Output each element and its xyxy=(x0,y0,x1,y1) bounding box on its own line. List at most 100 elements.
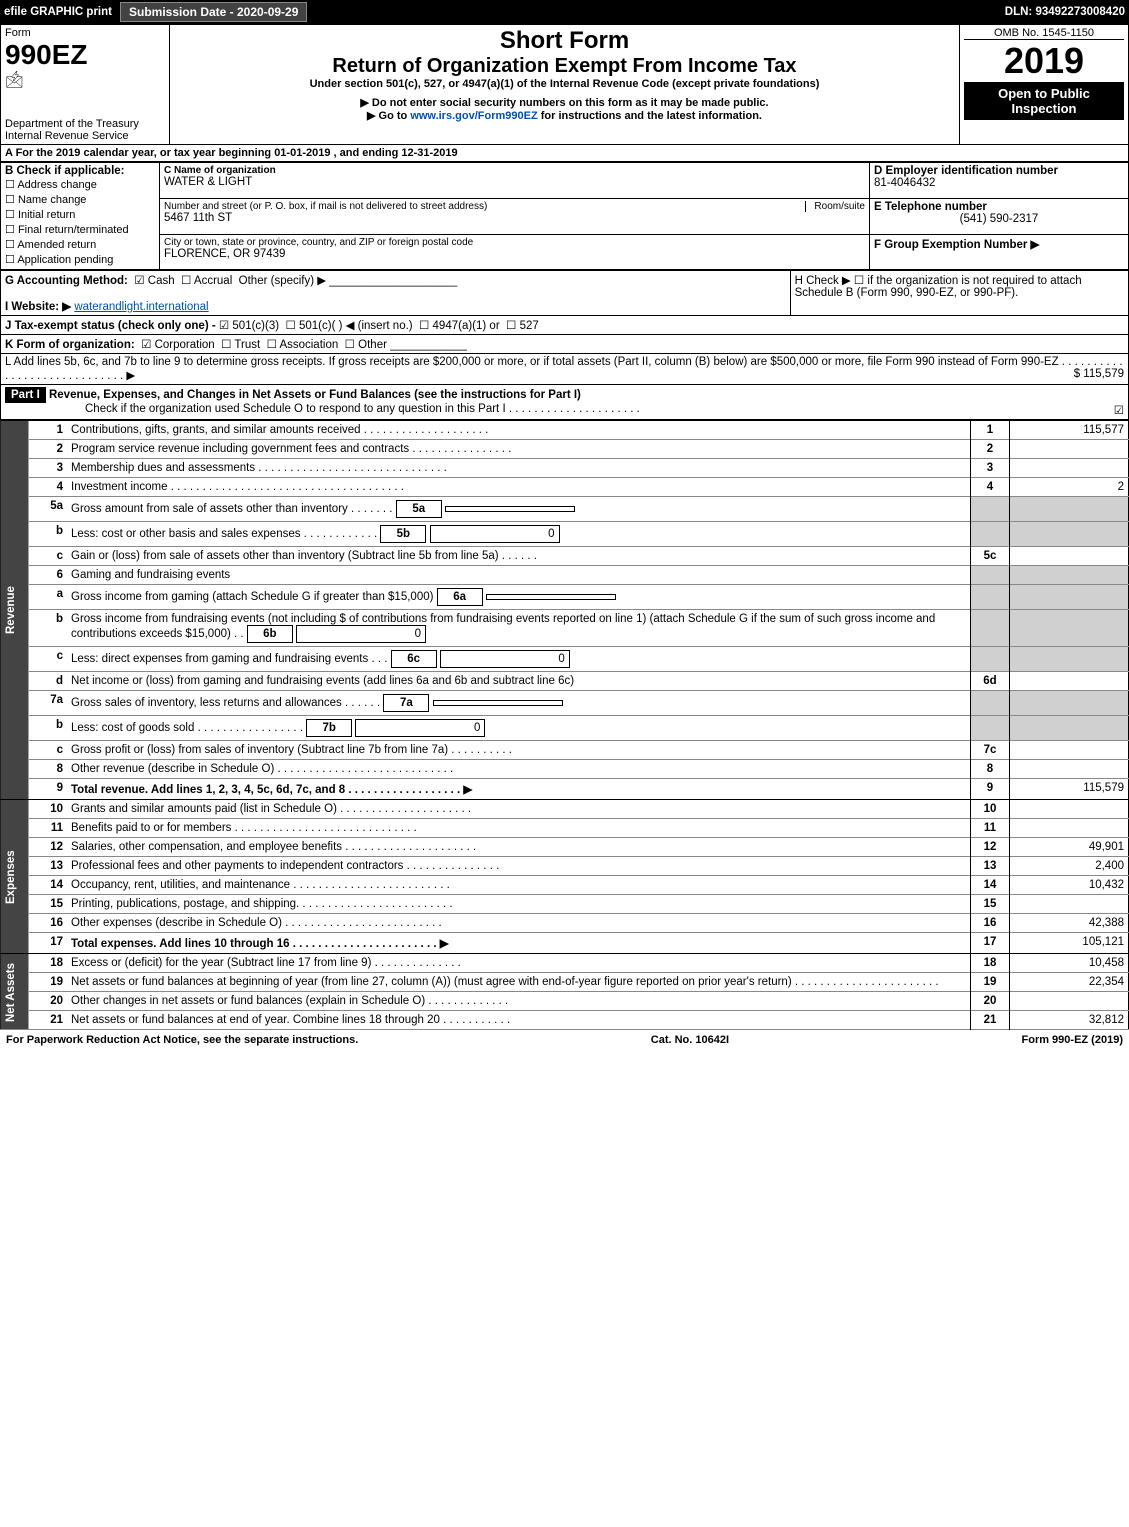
check-address-change[interactable]: Address change xyxy=(5,177,155,192)
line-ref: 16 xyxy=(971,914,1010,933)
line-ref: 14 xyxy=(971,876,1010,895)
line-number: 20 xyxy=(29,992,67,1011)
line-number: 6 xyxy=(29,566,67,585)
line-ref: 15 xyxy=(971,895,1010,914)
org-info-table: B Check if applicable: Address change Na… xyxy=(0,162,1129,270)
check-name-change[interactable]: Name change xyxy=(5,192,155,207)
unchecked-icon xyxy=(285,320,295,332)
line-amount xyxy=(1010,459,1129,478)
cash-option[interactable]: Cash xyxy=(148,275,175,287)
line-number: 19 xyxy=(29,973,67,992)
omb-number: OMB No. 1545-1150 xyxy=(964,27,1124,40)
line-text: Gross income from fundraising events (no… xyxy=(71,613,935,640)
website-link[interactable]: waterandlight.international xyxy=(74,301,208,313)
subline-ref: 5a xyxy=(396,500,442,518)
tax-year: 2019 xyxy=(964,40,1124,82)
line-number: 9 xyxy=(29,779,67,800)
shaded-cell xyxy=(971,585,1010,610)
line-number: 16 xyxy=(29,914,67,933)
table-row: 4 Investment income . . . . . . . . . . … xyxy=(1,478,1129,497)
line-number: 11 xyxy=(29,819,67,838)
table-row: 7a Gross sales of inventory, less return… xyxy=(1,691,1129,716)
table-row: 9 Total revenue. Add lines 1, 2, 3, 4, 5… xyxy=(1,779,1129,800)
irs-link[interactable]: www.irs.gov/Form990EZ xyxy=(410,110,537,122)
line-amount: 10,432 xyxy=(1010,876,1129,895)
subline-value xyxy=(486,594,616,600)
line-ref: 1 xyxy=(971,421,1010,440)
accrual-option[interactable]: Accrual xyxy=(194,275,232,287)
line-ref: 11 xyxy=(971,819,1010,838)
line-amount: 115,579 xyxy=(1010,779,1129,800)
street-value: 5467 11th ST xyxy=(164,212,865,224)
line-amount xyxy=(1010,895,1129,914)
section-j-label: J Tax-exempt status (check only one) - xyxy=(5,320,216,332)
page-footer: For Paperwork Reduction Act Notice, see … xyxy=(0,1030,1129,1050)
subline-ref: 7b xyxy=(306,719,352,737)
line-number: 5a xyxy=(29,497,67,522)
table-row: 14 Occupancy, rent, utilities, and maint… xyxy=(1,876,1129,895)
table-row: 16 Other expenses (describe in Schedule … xyxy=(1,914,1129,933)
line-ref: 12 xyxy=(971,838,1010,857)
shaded-cell xyxy=(1010,497,1129,522)
line-text: Gross income from gaming (attach Schedul… xyxy=(71,591,433,603)
line-text: Membership dues and assessments . . . . … xyxy=(67,459,971,478)
line-text: Gross amount from sale of assets other t… xyxy=(71,503,393,515)
j-501c[interactable]: 501(c)( ) ◀ (insert no.) xyxy=(299,320,413,332)
dept-irs: Internal Revenue Service xyxy=(5,130,165,142)
subline-ref: 6a xyxy=(437,588,483,606)
part1-header: Part I Revenue, Expenses, and Changes in… xyxy=(0,385,1129,420)
line-text: Salaries, other compensation, and employ… xyxy=(67,838,971,857)
line-amount xyxy=(1010,760,1129,779)
goto-prefix: ▶ Go to xyxy=(367,110,410,122)
line-text: Gross profit or (loss) from sales of inv… xyxy=(67,741,971,760)
revenue-side-label: Revenue xyxy=(1,421,30,800)
j-501c3[interactable]: 501(c)(3) xyxy=(232,320,279,332)
tax-period-line: A For the 2019 calendar year, or tax yea… xyxy=(0,145,1129,162)
line-number: 15 xyxy=(29,895,67,914)
check-final-return[interactable]: Final return/terminated xyxy=(5,222,155,237)
check-application-pending[interactable]: Application pending xyxy=(5,252,155,267)
line-number: a xyxy=(29,585,67,610)
top-bar: efile GRAPHIC print Submission Date - 20… xyxy=(0,0,1129,24)
submission-date-button[interactable]: Submission Date - 2020-09-29 xyxy=(120,2,307,22)
table-row: 8 Other revenue (describe in Schedule O)… xyxy=(1,760,1129,779)
j-527[interactable]: 527 xyxy=(520,320,539,332)
table-row: 19 Net assets or fund balances at beginn… xyxy=(1,973,1129,992)
k-corp[interactable]: Corporation xyxy=(155,339,215,351)
line-amount xyxy=(1010,992,1129,1011)
line-amount xyxy=(1010,547,1129,566)
line-amount xyxy=(1010,440,1129,459)
check-amended-return[interactable]: Amended return xyxy=(5,237,155,252)
open-public-box: Open to Public Inspection xyxy=(964,82,1124,120)
k-other[interactable]: Other xyxy=(358,339,387,351)
line-number: 13 xyxy=(29,857,67,876)
line-text: Grants and similar amounts paid (list in… xyxy=(67,800,971,819)
subline-ref: 7a xyxy=(383,694,429,712)
j-4947[interactable]: 4947(a)(1) or xyxy=(433,320,500,332)
line-number: 7a xyxy=(29,691,67,716)
subline-ref: 6b xyxy=(247,625,293,643)
k-trust[interactable]: Trust xyxy=(234,339,260,351)
other-option[interactable]: Other (specify) ▶ xyxy=(239,275,326,287)
table-row: 5a Gross amount from sale of assets othe… xyxy=(1,497,1129,522)
subline-value xyxy=(433,700,563,706)
footer-mid: Cat. No. 10642I xyxy=(651,1034,729,1046)
section-f-title: F Group Exemption Number ▶ xyxy=(874,237,1124,251)
schedule-o-checkbox[interactable] xyxy=(1114,403,1124,417)
line-text: Contributions, gifts, grants, and simila… xyxy=(67,421,971,440)
table-row: Expenses 10 Grants and similar amounts p… xyxy=(1,800,1129,819)
check-initial-return[interactable]: Initial return xyxy=(5,207,155,222)
line-amount xyxy=(1010,800,1129,819)
line-ref: 4 xyxy=(971,478,1010,497)
line-text: Total expenses. Add lines 10 through 16 … xyxy=(71,938,449,950)
footer-right: Form 990-EZ (2019) xyxy=(1022,1034,1123,1046)
k-assoc[interactable]: Association xyxy=(279,339,338,351)
checked-icon xyxy=(141,339,151,351)
line-ref: 7c xyxy=(971,741,1010,760)
form-word: Form xyxy=(5,27,165,39)
line-amount: 2,400 xyxy=(1010,857,1129,876)
subline-value: 0 xyxy=(440,650,570,668)
line-amount: 105,121 xyxy=(1010,933,1129,954)
table-row: b Less: cost of goods sold . . . . . . .… xyxy=(1,716,1129,741)
subline-ref: 5b xyxy=(380,525,426,543)
